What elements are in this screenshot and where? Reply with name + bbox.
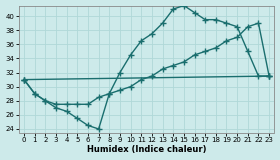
X-axis label: Humidex (Indice chaleur): Humidex (Indice chaleur) (87, 145, 206, 154)
